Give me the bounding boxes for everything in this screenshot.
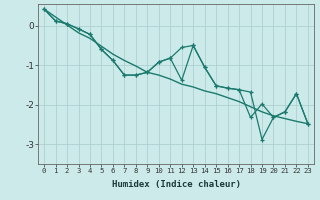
X-axis label: Humidex (Indice chaleur): Humidex (Indice chaleur) (111, 180, 241, 189)
